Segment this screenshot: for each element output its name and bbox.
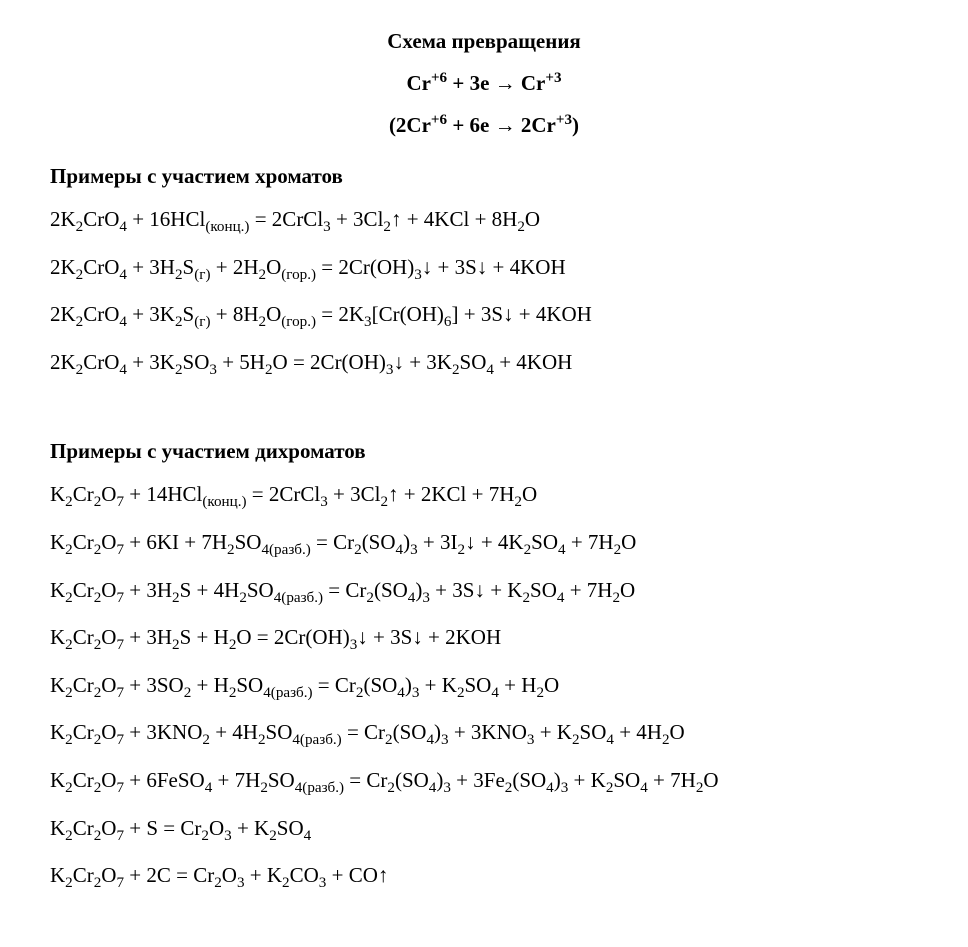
section-title-chromates: Примеры с участием хроматов [50,164,918,189]
dichromate-eq: K2Cr2O7 + 3H2S + 4H2SO4(разб.) = Cr2(SO4… [50,574,918,608]
dichromate-eq: K2Cr2O7 + 3SO2 + H2SO4(разб.) = Cr2(SO4)… [50,669,918,703]
dichromate-eq: K2Cr2O7 + S = Cr2O3 + K2SO4 [50,812,918,846]
scheme-header: Схема превращения Cr+6 + 3e → Cr+3 (2Cr+… [50,20,918,146]
dichromate-eq: K2Cr2O7 + 3H2S + H2O = 2Cr(OH)3↓ + 3S↓ +… [50,621,918,655]
section-chromates: Примеры с участием хроматов 2K2CrO4 + 16… [50,164,918,379]
dichromate-eq: K2Cr2O7 + 3KNO2 + 4H2SO4(разб.) = Cr2(SO… [50,716,918,750]
chromate-eq: 2K2CrO4 + 16HCl(конц.) = 2CrCl3 + 3Cl2↑ … [50,203,918,237]
section-title-dichromates: Примеры с участием дихроматов [50,439,918,464]
scheme-eq-1: Cr+6 + 3e → Cr+3 [50,62,918,104]
dichromate-eq: K2Cr2O7 + 14HCl(конц.) = 2CrCl3 + 3Cl2↑ … [50,478,918,512]
chromate-eq: 2K2CrO4 + 3H2S(г) + 2H2O(гор.) = 2Cr(OH)… [50,251,918,285]
section-spacer [50,393,918,421]
dichromate-eq: K2Cr2O7 + 6KI + 7H2SO4(разб.) = Cr2(SO4)… [50,526,918,560]
section-dichromates: Примеры с участием дихроматов K2Cr2O7 + … [50,439,918,892]
dichromate-eq: K2Cr2O7 + 2C = Cr2O3 + K2CO3 + CO↑ [50,859,918,893]
chromate-eq: 2K2CrO4 + 3K2SO3 + 5H2O = 2Cr(OH)3↓ + 3K… [50,346,918,380]
scheme-title: Схема превращения [50,20,918,62]
page: Схема превращения Cr+6 + 3e → Cr+3 (2Cr+… [0,0,968,947]
dichromate-eq: K2Cr2O7 + 6FeSO4 + 7H2SO4(разб.) = Cr2(S… [50,764,918,798]
scheme-eq-2: (2Cr+6 + 6e → 2Cr+3) [50,104,918,146]
chromate-eq: 2K2CrO4 + 3K2S(г) + 8H2O(гор.) = 2K3[Cr(… [50,298,918,332]
